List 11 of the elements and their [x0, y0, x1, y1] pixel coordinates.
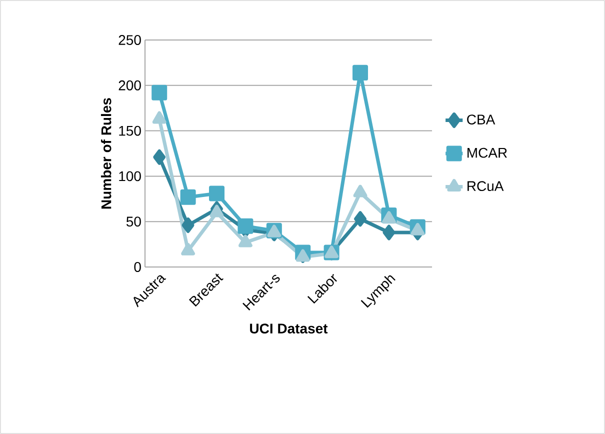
- legend-label: CBA: [467, 114, 496, 124]
- y-tick-label: 0: [134, 262, 141, 272]
- y-tick-label: 100: [119, 171, 141, 182]
- y-axis-title: Number of Rules: [100, 98, 112, 209]
- legend-label: RCuA: [468, 181, 504, 192]
- legend-label: MCAR: [468, 148, 507, 158]
- y-tick-label: 150: [119, 126, 141, 136]
- y-tick-label: 200: [118, 80, 141, 90]
- y-tick-label: 250: [118, 35, 141, 45]
- x-axis-title: UCI Dataset: [250, 324, 328, 334]
- y-tick-label: 50: [126, 216, 141, 227]
